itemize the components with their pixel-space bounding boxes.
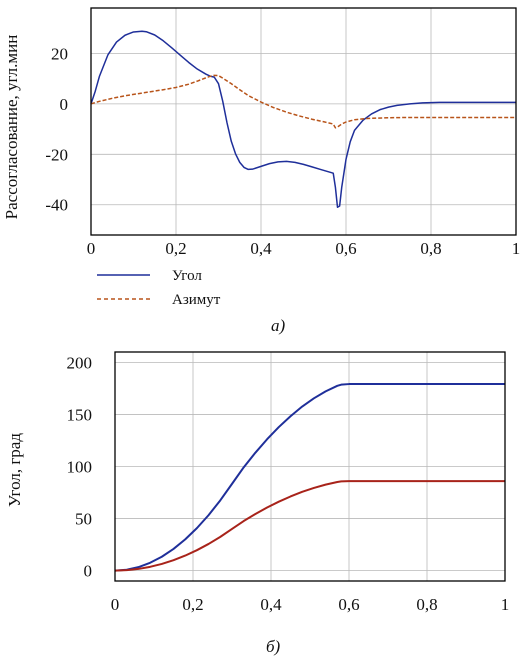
series-line-2 [90, 74, 516, 129]
y-tick-label: 20 [51, 44, 68, 63]
series-line-1 [90, 30, 516, 209]
x-tick-label: 0,2 [182, 595, 203, 614]
y-tick-label: 0 [60, 95, 69, 114]
series-line-1 [114, 382, 505, 572]
y-tick-label: 200 [67, 353, 93, 372]
x-tick-label: 1 [501, 595, 510, 614]
plot-frame [114, 351, 506, 582]
x-tick-label: 1 [512, 239, 521, 258]
y-tick-label: 50 [75, 510, 92, 529]
plot-frame [90, 7, 517, 236]
x-tick-label: 0,2 [165, 239, 186, 258]
legend-label-ugol: Угол [172, 268, 202, 284]
x-tick-label: 0,4 [260, 595, 282, 614]
x-tick-label: 0 [87, 239, 96, 258]
legend: Угол Азимут [97, 268, 221, 308]
x-tick-label: 0,8 [420, 239, 441, 258]
chart-b: 0 0,2 0,4 0,6 0,8 1 200 150 100 50 0 [67, 351, 510, 614]
y-axis-label-b: Угол, град [5, 433, 24, 507]
y-tick-label: -40 [45, 196, 68, 215]
x-tick-label: 0,4 [250, 239, 272, 258]
caption-a: а) [271, 316, 286, 335]
caption-b: б) [266, 637, 281, 656]
x-tick-label: 0 [111, 595, 120, 614]
y-tick-label: 150 [67, 405, 93, 424]
y-tick-label: 0 [84, 562, 93, 581]
y-tick-label: 100 [67, 458, 93, 477]
legend-label-azimut: Азимут [172, 292, 221, 308]
y-axis-label-a: Рассогласование, угл.мин [2, 35, 21, 220]
x-tick-label: 0,8 [416, 595, 437, 614]
x-tick-label: 0,6 [338, 595, 359, 614]
y-tick-label: -20 [45, 145, 68, 164]
chart-a: 0 0,2 0,4 0,6 0,8 1 20 0 -20 -40 [45, 7, 521, 258]
x-tick-label: 0,6 [335, 239, 356, 258]
series-line-2 [114, 480, 505, 572]
